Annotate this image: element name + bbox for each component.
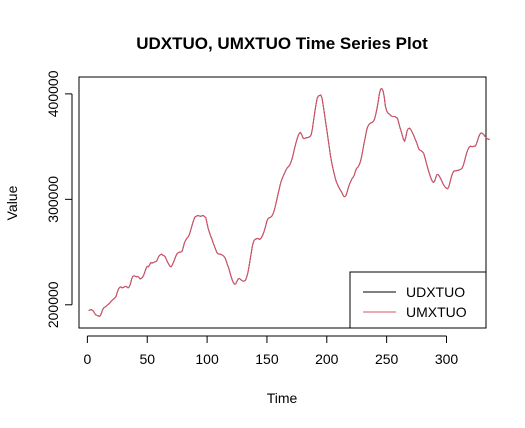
x-axis-label: Time <box>267 390 298 406</box>
y-tick-label-400000: 400000 <box>45 70 61 117</box>
x-tick-label-300: 300 <box>435 351 459 367</box>
series-layer <box>88 88 490 317</box>
x-tick-label-150: 150 <box>255 351 279 367</box>
series-line-umxtuo <box>88 88 490 317</box>
x-tick-label-50: 50 <box>139 351 155 367</box>
legend-label-umxtuo: UMXTUO <box>406 304 467 320</box>
x-tick-label-200: 200 <box>315 351 339 367</box>
chart-title: UDXTUO, UMXTUO Time Series Plot <box>136 34 428 53</box>
legend: UDXTUO UMXTUO <box>349 271 487 329</box>
y-axis: 200000 300000 400000 <box>45 70 73 328</box>
x-axis: 0 50 100 150 200 250 300 <box>83 335 459 367</box>
y-tick-label-300000: 300000 <box>45 176 61 223</box>
plot-frame <box>78 76 487 329</box>
y-tick-label-200000: 200000 <box>45 281 61 328</box>
x-tick-label-0: 0 <box>83 351 91 367</box>
x-tick-label-250: 250 <box>375 351 399 367</box>
legend-label-udxtuo: UDXTUO <box>406 284 465 300</box>
x-tick-label-100: 100 <box>195 351 219 367</box>
legend-box <box>349 271 487 329</box>
y-axis-label: Value <box>4 185 20 220</box>
